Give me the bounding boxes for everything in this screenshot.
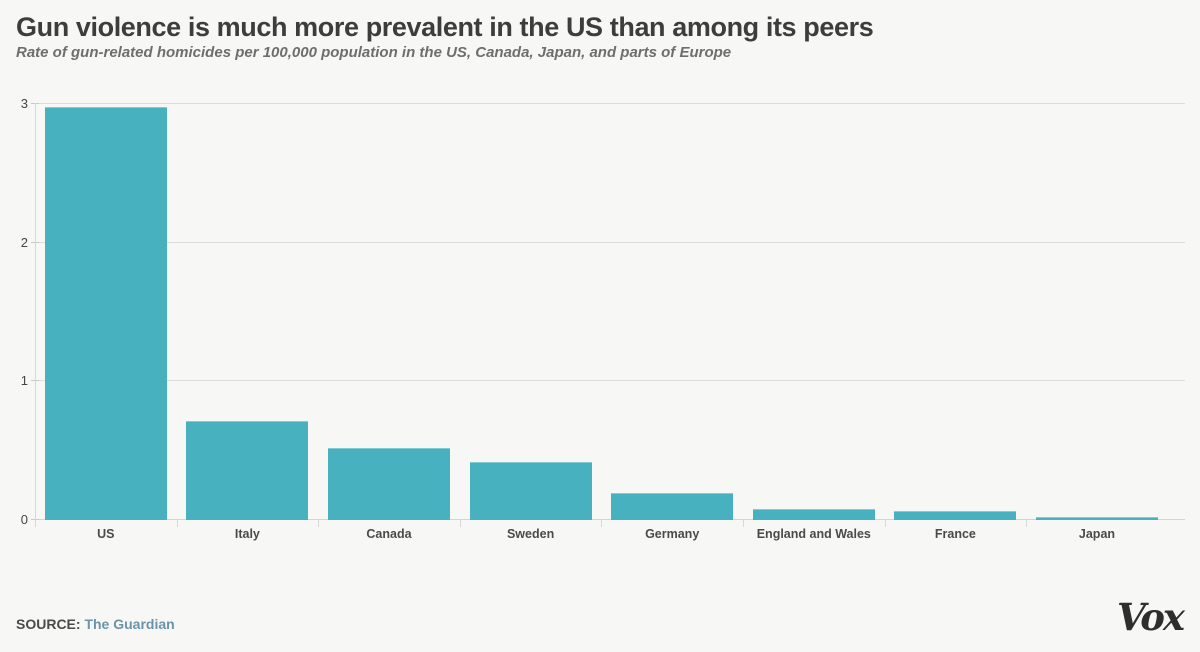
x-axis-label: Sweden — [506, 527, 555, 541]
y-axis-label: 1 — [20, 373, 28, 389]
x-axis-label: US — [97, 527, 115, 541]
y-gridline — [35, 519, 1185, 520]
bar-canada — [328, 448, 450, 520]
x-axis-tick — [884, 519, 886, 527]
bar-sweden — [469, 462, 592, 520]
y-gridline — [35, 380, 1185, 382]
chart-title: Gun violence is much more prevalent in t… — [16, 12, 874, 42]
x-axis-tick — [318, 519, 320, 527]
y-axis-label: 3 — [20, 96, 28, 111]
chart-subtitle: Rate of gun-related homicides per 100,00… — [16, 44, 732, 61]
vox-logo: Vox — [1116, 595, 1185, 639]
source-row: SOURCE: The Guardian — [16, 616, 175, 632]
bar-japan — [1036, 517, 1158, 520]
x-axis-label: Germany — [645, 527, 700, 541]
bar-us — [44, 107, 167, 520]
x-axis-label: Canada — [366, 527, 412, 541]
x-axis-label: France — [934, 527, 976, 541]
x-axis-label: England and Wales — [756, 527, 871, 541]
x-axis-label: Italy — [234, 527, 260, 541]
bar-italy — [186, 420, 309, 520]
y-axis-line — [35, 103, 36, 527]
y-gridline — [35, 241, 1185, 243]
y-axis-label: 0 — [20, 512, 28, 527]
source-label: SOURCE: — [16, 616, 81, 632]
bar-france — [894, 510, 1017, 520]
y-axis-label: 2 — [20, 234, 28, 250]
x-axis-tick — [601, 519, 603, 527]
bar-england-and-wales — [752, 509, 875, 520]
x-axis-tick — [1026, 519, 1028, 527]
y-gridline — [35, 103, 1185, 104]
source-link[interactable]: The Guardian — [84, 616, 175, 632]
x-axis-tick — [459, 519, 461, 527]
x-axis-tick — [743, 519, 744, 527]
x-axis-label: Japan — [1078, 527, 1116, 541]
x-axis-tick — [176, 519, 178, 527]
bar-germany — [611, 492, 734, 520]
